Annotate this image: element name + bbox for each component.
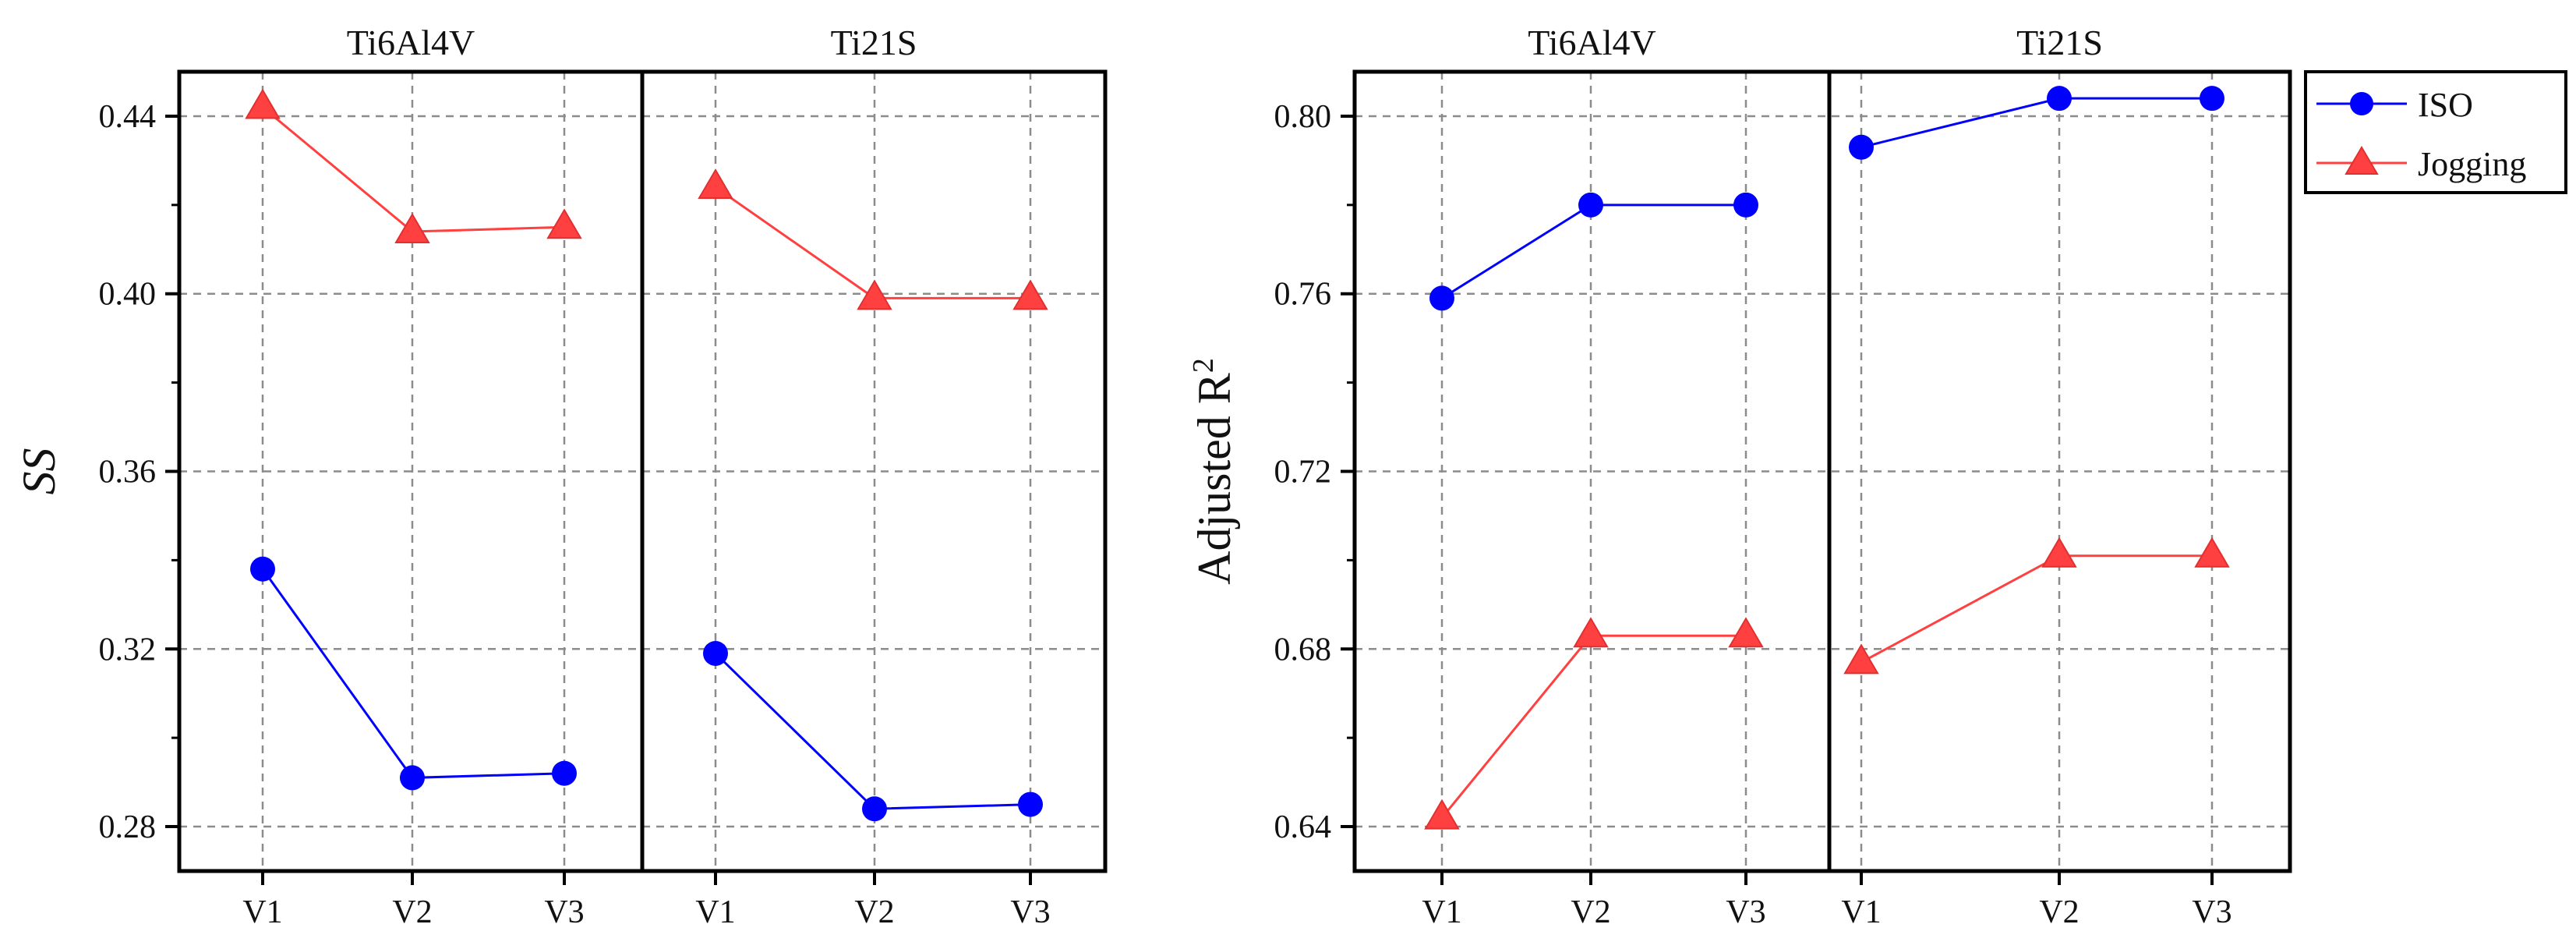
x-tick-label: V1 bbox=[242, 894, 282, 930]
data-point-jogging bbox=[546, 208, 582, 239]
y-tick-label: 0.44 bbox=[99, 99, 157, 135]
data-point-iso bbox=[2047, 86, 2072, 112]
data-point-iso bbox=[1429, 285, 1454, 311]
x-tick-label: V3 bbox=[1010, 894, 1050, 930]
data-point-iso bbox=[552, 760, 577, 786]
data-point-jogging bbox=[394, 213, 430, 243]
adjusted-r2-chart: 0.64 0.68 0.72 0.76 0.80 Adjusted R2 Ti6Al4V V1… bbox=[1187, 23, 2292, 930]
data-point-iso bbox=[703, 640, 728, 666]
legend-label-jogging: Jogging bbox=[2418, 145, 2526, 183]
x-tick-label: V1 bbox=[695, 894, 735, 930]
legend: ISO Jogging bbox=[2304, 70, 2567, 194]
data-point-jogging bbox=[1843, 643, 1879, 675]
data-point-iso bbox=[1849, 134, 1874, 160]
data-point-jogging bbox=[1573, 617, 1609, 648]
data-point-jogging bbox=[1012, 279, 1048, 310]
data-point-jogging bbox=[2194, 536, 2230, 568]
series-line-iso bbox=[261, 568, 565, 779]
series-line-iso bbox=[1441, 204, 1746, 299]
data-point-iso bbox=[1018, 791, 1043, 817]
panel-title: Ti6Al4V bbox=[347, 23, 475, 62]
series-line-jogging bbox=[262, 106, 565, 233]
data-point-jogging bbox=[1424, 799, 1460, 830]
data-point-iso bbox=[400, 765, 425, 791]
data-point-iso bbox=[1733, 192, 1758, 218]
x-tick-label: V2 bbox=[1571, 894, 1610, 930]
x-tick-label: V2 bbox=[2039, 894, 2079, 930]
y-tick-label: 0.36 bbox=[99, 455, 157, 490]
y-tick-label: 0.80 bbox=[1274, 99, 1332, 135]
x-tick-label: V1 bbox=[1422, 894, 1461, 930]
y-tick-label: 0.64 bbox=[1274, 809, 1332, 845]
legend-marker-iso bbox=[2350, 92, 2373, 115]
y-tick-label: 0.76 bbox=[1274, 277, 1332, 313]
data-point-iso bbox=[862, 796, 887, 822]
x-tick-label: V2 bbox=[854, 894, 894, 930]
legend-label-iso: ISO bbox=[2418, 86, 2473, 124]
data-point-iso bbox=[250, 556, 275, 582]
panel-title: Ti21S bbox=[2016, 23, 2103, 62]
x-tick-label: V3 bbox=[544, 894, 584, 930]
series-line-jogging bbox=[1440, 634, 1746, 819]
panel-title: Ti6Al4V bbox=[1528, 23, 1655, 62]
y-tick-label: 0.72 bbox=[1274, 455, 1332, 490]
series-line-jogging bbox=[1860, 554, 2212, 664]
data-point-jogging bbox=[1728, 617, 1764, 648]
y-axis-title: Adjusted R2 bbox=[1187, 358, 1240, 585]
ss-chart: 0.28 0.32 0.36 0.40 0.44 SS Ti6Al4V V1 V2 V3 Ti21S… bbox=[13, 23, 1108, 930]
legend-marker-jogging bbox=[2345, 146, 2379, 175]
series-line-iso bbox=[1860, 97, 2212, 149]
y-axis-title-superscript: 2 bbox=[1187, 358, 1220, 373]
data-point-iso bbox=[2200, 86, 2224, 112]
series-line-iso bbox=[714, 652, 1031, 810]
data-point-jogging bbox=[857, 279, 892, 310]
x-tick-label: V2 bbox=[392, 894, 432, 930]
data-point-jogging bbox=[2041, 536, 2077, 568]
x-tick-label: V1 bbox=[1841, 894, 1881, 930]
y-tick-label: 0.32 bbox=[99, 632, 157, 667]
data-point-iso bbox=[1578, 192, 1603, 218]
x-tick-label: V3 bbox=[2192, 894, 2231, 930]
y-axis-title: SS bbox=[13, 448, 65, 495]
x-tick-label: V3 bbox=[1726, 894, 1765, 930]
y-tick-label: 0.68 bbox=[1274, 632, 1332, 667]
data-point-jogging bbox=[698, 168, 733, 200]
y-tick-label: 0.28 bbox=[99, 809, 157, 845]
y-tick-label: 0.40 bbox=[99, 277, 157, 313]
series-line-jogging bbox=[715, 186, 1030, 299]
data-point-jogging bbox=[245, 88, 281, 119]
panel-title: Ti21S bbox=[831, 23, 917, 62]
